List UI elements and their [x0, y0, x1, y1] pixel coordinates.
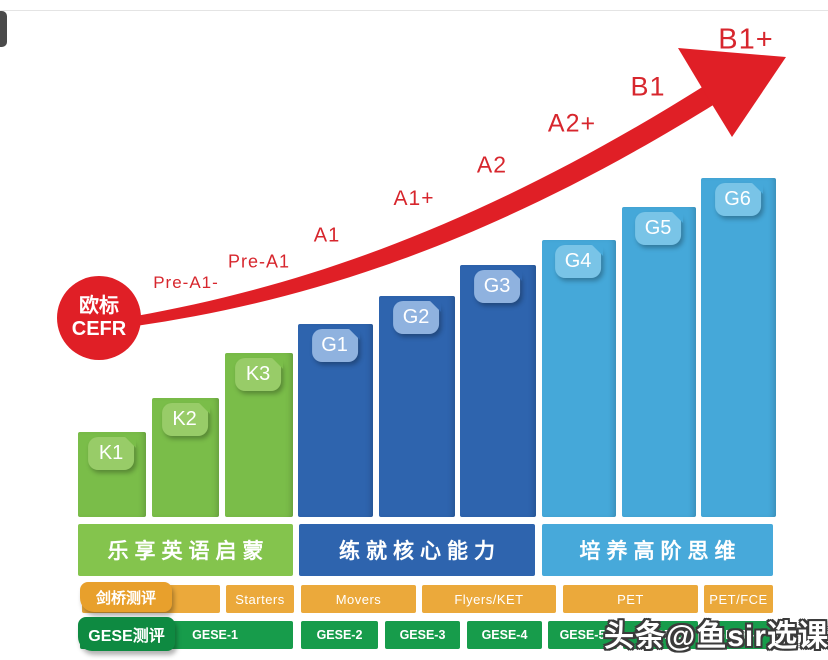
- bar-g2: G2: [379, 296, 455, 517]
- gese-cell-5: GESE-5: [548, 621, 617, 649]
- cefr-level-pre-a1: Pre-A1: [227, 251, 291, 272]
- gese-cell-2: GESE-2: [301, 621, 378, 649]
- bar-g6-label: G6: [724, 188, 751, 210]
- cambridge-cell-pet: PET: [563, 585, 698, 613]
- cefr-level-a2: A2: [476, 151, 508, 178]
- bar-g5: G5: [622, 207, 696, 517]
- bar-k1-label: K1: [98, 442, 124, 464]
- gese-cell-4: GESE-4: [467, 621, 542, 649]
- cambridge-cell-starters: Starters: [226, 585, 294, 613]
- bar-g3-tag: G3: [474, 268, 523, 303]
- bar-g6: G6: [701, 178, 776, 517]
- cambridge-row-tag: 剑桥测评: [80, 582, 172, 612]
- bar-g3-label: G3: [483, 275, 511, 297]
- cefr-badge-line1: 欧标: [79, 295, 119, 317]
- bar-k1: K1: [78, 432, 146, 517]
- bar-k2-tag: K2: [161, 401, 210, 436]
- bar-k2-label: K2: [172, 408, 197, 430]
- bar-g1-label: G1: [321, 334, 348, 356]
- bar-g5-tag: G5: [635, 210, 684, 245]
- cefr-level-a1-plus: A1+: [393, 187, 435, 210]
- bar-g5-label: G5: [644, 217, 672, 239]
- cambridge-cell-movers: Movers: [301, 585, 416, 613]
- arrow-head: [678, 48, 786, 137]
- bar-g4: G4: [542, 240, 616, 517]
- bar-g4-tag: G4: [555, 243, 604, 278]
- cefr-level-a1: A1: [313, 224, 341, 247]
- bar-g2-label: G2: [402, 306, 430, 328]
- gese-cell-6: GESE-6: [623, 621, 698, 649]
- cambridge-cell-pet-fce: PET/FCE: [704, 585, 773, 613]
- bar-k2: K2: [152, 398, 219, 517]
- stage-band-core: 练就核心能力: [299, 524, 535, 576]
- cefr-badge: 欧标 CEFR: [57, 276, 141, 360]
- cefr-badge-line2: CEFR: [71, 318, 127, 340]
- bar-g1-tag: G1: [311, 327, 360, 362]
- cefr-level-b1-plus: B1+: [718, 23, 774, 56]
- watermark: 头条@鱼sir选课笔记: [604, 620, 828, 653]
- bar-k3: K3: [225, 353, 293, 517]
- cambridge-cell-flyers-ket: Flyers/KET: [422, 585, 556, 613]
- bar-k3-label: K3: [245, 363, 271, 385]
- cefr-level-a2-plus: A2+: [547, 109, 597, 138]
- window-edge-fragment: [0, 11, 7, 47]
- cefr-level-pre-a1-minus: Pre-A1-: [153, 273, 219, 292]
- bar-g6-tag: G6: [714, 181, 763, 216]
- bar-g4-label: G4: [564, 250, 592, 272]
- gese-row-tag: GESE测评: [78, 617, 175, 651]
- bar-g1: G1: [298, 324, 373, 517]
- stage-band-advanced: 培养高阶思维: [542, 524, 773, 576]
- bar-g3: G3: [460, 265, 536, 517]
- bar-k3-tag: K3: [235, 356, 284, 391]
- bar-g2-tag: G2: [393, 299, 442, 334]
- cefr-level-b1: B1: [630, 71, 666, 102]
- gese-cell-3: GESE-3: [385, 621, 460, 649]
- gese-cell-7: GESE-7: [704, 621, 773, 649]
- stage-band-foundation: 乐享英语启蒙: [78, 524, 293, 576]
- top-divider-line: [0, 10, 828, 11]
- bar-k1-tag: K1: [88, 435, 137, 470]
